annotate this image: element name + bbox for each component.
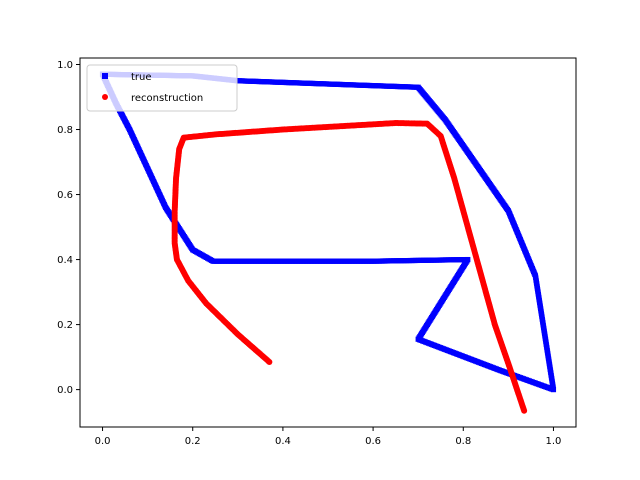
y-tick-label: 1.0	[57, 60, 73, 71]
axes-frame	[79, 57, 577, 428]
legend-marker-reconstruction	[102, 94, 108, 100]
legend-label-true: true	[131, 72, 152, 83]
y-tick-label: 0.2	[57, 320, 73, 331]
legend: true reconstruction	[86, 64, 238, 112]
x-tick-label: 0.2	[185, 436, 201, 447]
legend-marker-true	[102, 73, 108, 79]
legend-label-reconstruction: reconstruction	[131, 93, 203, 104]
data-point	[521, 407, 528, 414]
y-tick-label: 0.0	[57, 385, 73, 396]
x-tick-label: 0.8	[455, 436, 471, 447]
y-tick-label: 0.8	[57, 125, 73, 136]
x-tick-label: 0.0	[95, 436, 111, 447]
x-tick-label: 1.0	[546, 436, 562, 447]
x-axis: 0.0 0.2 0.4 0.6 0.8 1.0	[95, 427, 562, 447]
y-tick-label: 0.4	[57, 255, 73, 266]
x-tick-label: 0.4	[275, 436, 291, 447]
legend-box	[86, 64, 238, 112]
series-reconstruction	[171, 120, 528, 414]
x-tick-label: 0.6	[365, 436, 381, 447]
y-tick-label: 0.6	[57, 190, 73, 201]
y-axis: 0.0 0.2 0.4 0.6 0.8 1.0	[57, 60, 80, 396]
